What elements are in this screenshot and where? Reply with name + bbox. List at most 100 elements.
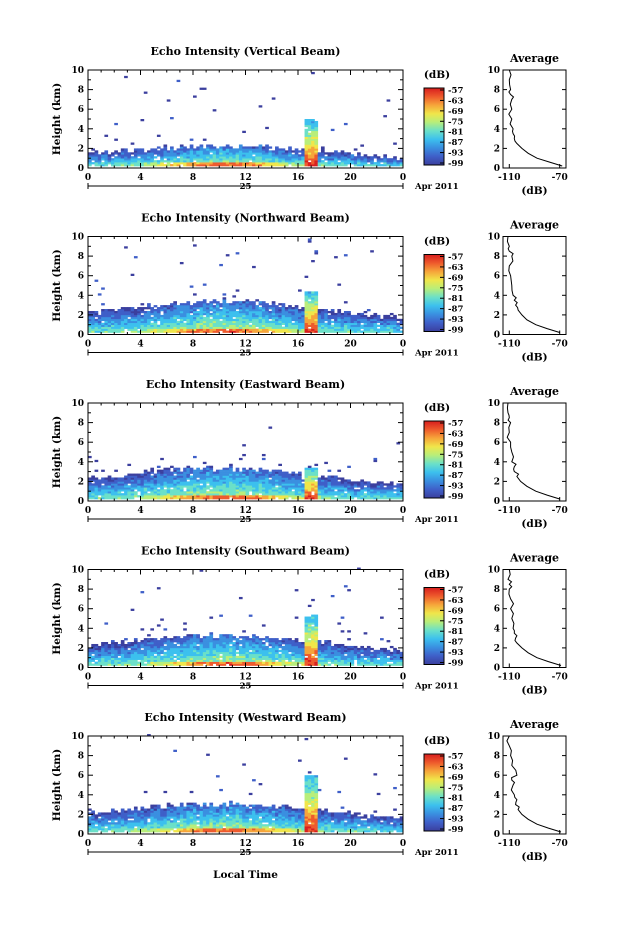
heatmap-cell [396, 318, 401, 322]
heatmap-cell [301, 659, 305, 662]
heatmap-cell [189, 285, 194, 288]
heatmap-cell [238, 307, 243, 310]
heatmap-cell [156, 493, 161, 496]
heatmap-cell [94, 318, 99, 322]
heatmap-cell [340, 487, 345, 490]
heatmap-cell [101, 326, 105, 329]
heatmap-cell [343, 152, 348, 155]
heatmap-cell [173, 647, 177, 651]
heatmap-cell [120, 316, 125, 320]
heatmap-cell [229, 645, 233, 649]
heatmap-cell [176, 651, 181, 655]
heatmap-cell [150, 628, 155, 631]
heatmap-cell [343, 487, 348, 490]
heatmap-cell [298, 655, 302, 658]
heatmap-cell [215, 310, 220, 314]
colorbar-tick-label: -81 [448, 128, 463, 138]
heatmap-cell [235, 495, 240, 498]
heatmap-cell [88, 497, 92, 500]
heatmap-cell [370, 158, 374, 161]
heatmap-cell [101, 477, 105, 480]
heatmap-cell [383, 491, 387, 494]
heatmap-cell [294, 156, 299, 159]
heatmap-cell [120, 495, 125, 498]
heatmap-cell [380, 647, 384, 651]
heatmap-cell [97, 485, 102, 488]
heatmap-cell [206, 645, 210, 649]
heatmap-cell [258, 647, 263, 651]
heatmap-cell [127, 481, 132, 484]
heatmap-cell [363, 326, 368, 329]
heatmap-cell [133, 148, 138, 151]
heatmap-cell [107, 160, 112, 163]
heatmap-cell [366, 485, 371, 488]
heatmap-cell [176, 653, 181, 657]
heatmap-cell [232, 312, 237, 316]
heatmap-cell [337, 647, 342, 651]
heatmap-cell [212, 493, 217, 496]
heatmap-cell [248, 473, 253, 476]
heatmap-cell [393, 326, 397, 329]
heatmap-cell [147, 322, 151, 325]
heatmap-cell [150, 651, 155, 655]
heatmap-cell [350, 663, 355, 666]
heatmap-cell [340, 653, 345, 657]
heatmap-cell [383, 318, 387, 322]
heatmap-cell [199, 655, 204, 658]
heatmap-cell [238, 649, 243, 653]
heatmap-cell [107, 318, 112, 322]
heatmap-cell [166, 485, 171, 488]
heatmap-cell [281, 150, 286, 153]
heatmap-cell [291, 324, 296, 327]
heatmap-cell [278, 158, 282, 161]
heatmap-cell [314, 320, 319, 324]
heatmap-cell [179, 471, 184, 474]
heatmap-cell [343, 657, 348, 660]
heatmap-cell [363, 661, 368, 664]
heatmap-cell [199, 148, 204, 151]
heatmap-cell [350, 318, 355, 322]
heatmap-cell [307, 620, 312, 623]
heatmap-cell [278, 326, 282, 329]
heatmap-cell [238, 491, 243, 494]
heatmap-cell [317, 497, 322, 500]
heatmap-cell [140, 645, 145, 649]
heatmap-cell [380, 657, 384, 660]
heatmap-cell [143, 312, 148, 316]
heatmap-cell [304, 491, 309, 494]
heatmap-cell [97, 655, 102, 658]
heatmap-cell [373, 653, 378, 657]
heatmap-cell [271, 324, 276, 327]
heatmap-cell [380, 328, 384, 331]
heatmap-cell [284, 154, 289, 157]
heatmap-cell [104, 320, 109, 324]
heatmap-cell [314, 314, 319, 318]
heatmap-cell [107, 320, 112, 324]
heatmap-cell [242, 309, 246, 312]
heatmap-cell [206, 661, 210, 664]
heatmap-cell [347, 326, 351, 329]
heatmap-cell [199, 312, 204, 316]
heatmap-cell [304, 307, 309, 310]
heatmap-cell [219, 645, 223, 649]
heatmap-cell [215, 152, 220, 155]
heatmap-cell [334, 324, 338, 327]
heatmap-cell [107, 487, 112, 490]
date-label: Apr 2011 [414, 515, 459, 525]
heatmap-cell [156, 497, 161, 500]
heatmap-cell [91, 316, 95, 320]
heatmap-cell [156, 150, 161, 153]
heatmap-cell [225, 645, 230, 649]
heatmap-cell [222, 160, 227, 163]
heatmap-cell [140, 657, 145, 660]
heatmap-cell [186, 465, 191, 468]
heatmap-cell [183, 636, 187, 639]
colorbar [423, 420, 445, 499]
heatmap-cell [104, 659, 109, 662]
heatmap-cell [143, 487, 148, 490]
heatmap-cell [252, 649, 256, 653]
heatmap-cell [186, 640, 191, 643]
heatmap-cell [337, 324, 342, 327]
heatmap-cell [298, 330, 302, 333]
heatmap-cell [245, 301, 250, 304]
